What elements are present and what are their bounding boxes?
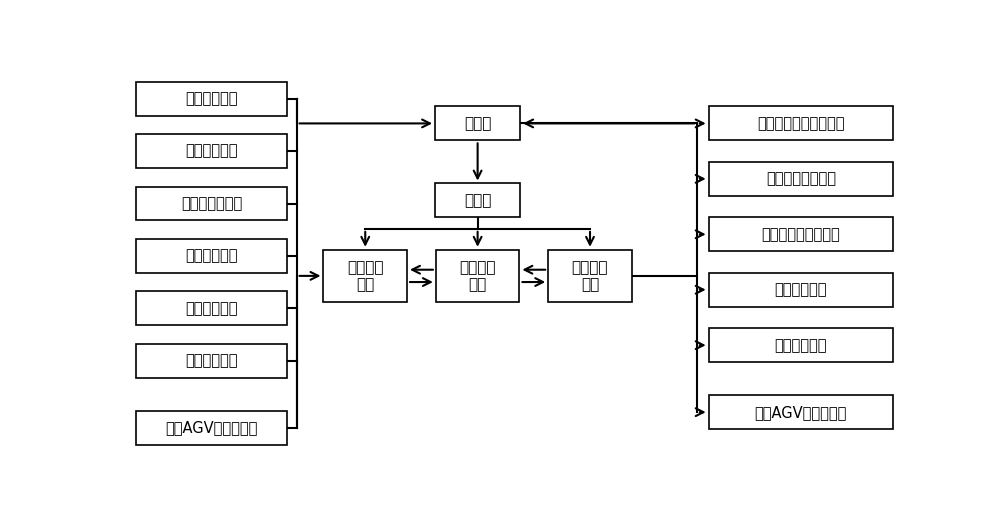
FancyBboxPatch shape <box>323 250 407 302</box>
Text: 螺钉及打标液上料信息: 螺钉及打标液上料信息 <box>757 116 845 131</box>
FancyBboxPatch shape <box>436 250 519 302</box>
Text: 拧紧作业轨迹: 拧紧作业轨迹 <box>775 282 827 297</box>
FancyBboxPatch shape <box>435 107 520 140</box>
FancyBboxPatch shape <box>136 82 287 116</box>
Text: 智能AGV车定位信息: 智能AGV车定位信息 <box>166 420 258 435</box>
Text: 数据采集
模块: 数据采集 模块 <box>347 260 384 292</box>
Text: 作业类型信息: 作业类型信息 <box>186 91 238 106</box>
Text: 上位机: 上位机 <box>464 116 491 131</box>
FancyBboxPatch shape <box>709 273 893 307</box>
Text: 数据处理
模块: 数据处理 模块 <box>572 260 608 292</box>
FancyBboxPatch shape <box>709 218 893 251</box>
Text: 数据存储
模块: 数据存储 模块 <box>459 260 496 292</box>
Text: 控制柜: 控制柜 <box>464 193 491 208</box>
Text: 抓取及装配信息: 抓取及装配信息 <box>181 196 242 211</box>
Text: 安装及抓取作业轨迹: 安装及抓取作业轨迹 <box>761 227 840 242</box>
Text: 螺钉打标信息: 螺钉打标信息 <box>186 353 238 368</box>
Text: 拧紧加工信息: 拧紧加工信息 <box>186 301 238 316</box>
FancyBboxPatch shape <box>136 186 287 221</box>
Text: 打标作业轨迹: 打标作业轨迹 <box>775 338 827 353</box>
Text: 安装物料信息: 安装物料信息 <box>186 144 238 158</box>
FancyBboxPatch shape <box>709 328 893 362</box>
FancyBboxPatch shape <box>136 411 287 445</box>
FancyBboxPatch shape <box>709 162 893 196</box>
FancyBboxPatch shape <box>709 107 893 140</box>
FancyBboxPatch shape <box>548 250 632 302</box>
FancyBboxPatch shape <box>136 344 287 378</box>
FancyBboxPatch shape <box>136 239 287 273</box>
FancyBboxPatch shape <box>136 134 287 168</box>
FancyBboxPatch shape <box>136 291 287 325</box>
Text: 智能AGV车运动路径: 智能AGV车运动路径 <box>755 404 847 420</box>
FancyBboxPatch shape <box>435 184 520 218</box>
FancyBboxPatch shape <box>709 395 893 429</box>
Text: 托盘物料上料信息: 托盘物料上料信息 <box>766 172 836 186</box>
Text: 自动送钉信息: 自动送钉信息 <box>186 248 238 263</box>
